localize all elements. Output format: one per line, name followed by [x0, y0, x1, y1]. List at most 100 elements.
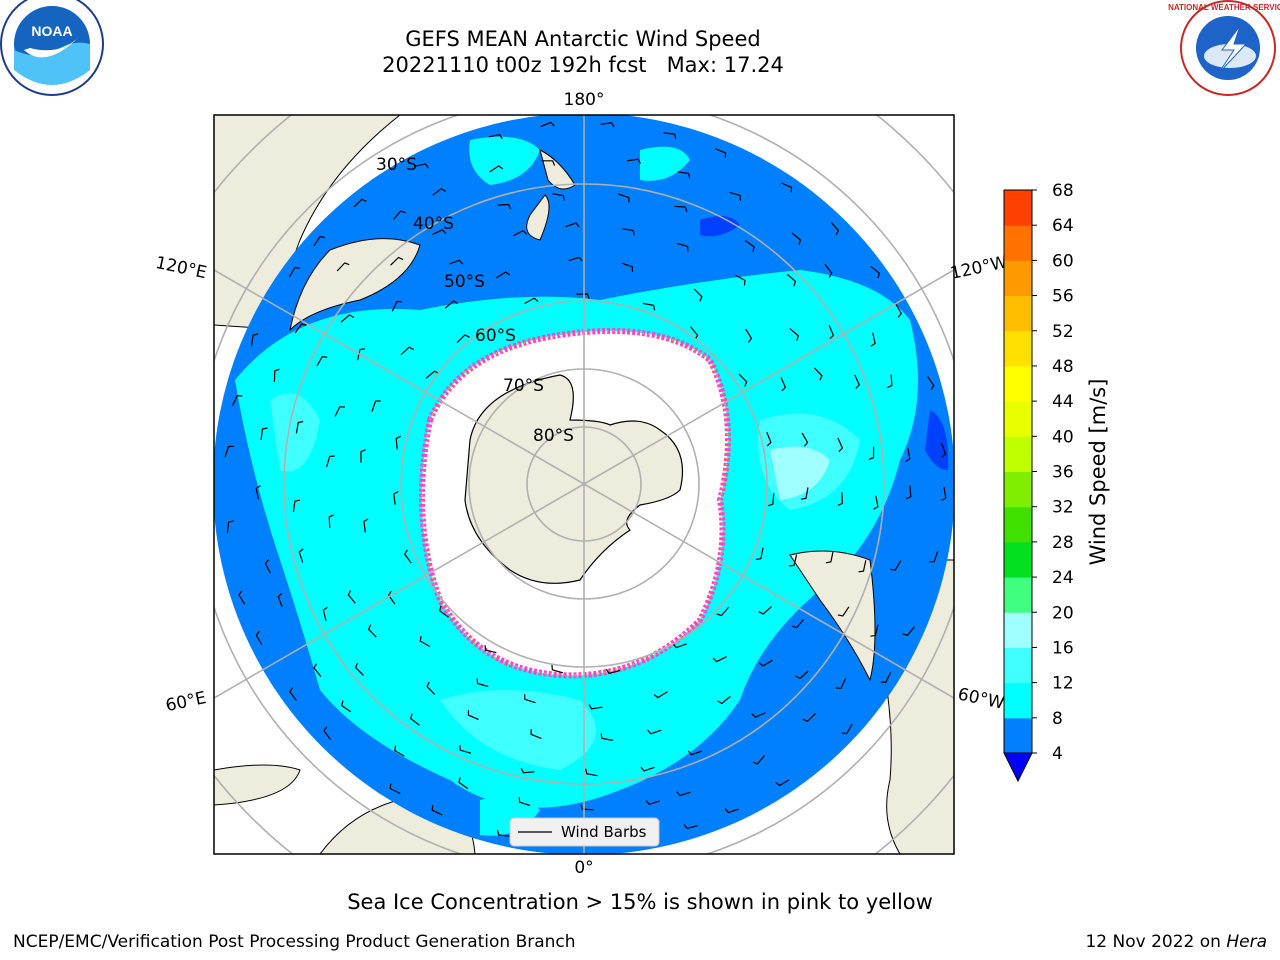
colorbar-tick-label: 16	[1052, 638, 1074, 658]
wind-barb	[288, 266, 300, 278]
wind-barb	[395, 435, 401, 450]
land-inside	[289, 149, 876, 682]
wind-barb	[835, 678, 847, 689]
colorbar-segment	[1004, 330, 1032, 367]
wind-barb	[336, 262, 350, 272]
wind-barb	[780, 377, 787, 392]
colorbar-segment	[1004, 295, 1032, 332]
wind-barb	[426, 681, 436, 695]
wind-barb	[841, 723, 853, 735]
antarctica	[464, 374, 684, 584]
footer-date: 12 Nov 2022 on Hera	[1085, 932, 1267, 952]
latitude-labels: 30°S 40°S 50°S 60°S 70°S 80°S	[376, 155, 574, 446]
wind-barb	[758, 606, 772, 615]
wind-barb	[802, 713, 816, 723]
wind-barb	[414, 163, 429, 169]
wind-barb	[238, 590, 246, 605]
wind-barb	[540, 121, 555, 128]
wind-barb	[497, 203, 512, 210]
wind-barb	[690, 326, 699, 340]
wind-barb	[618, 193, 630, 203]
colorbar-tick-label: 32	[1052, 498, 1074, 518]
wind-barb	[264, 559, 271, 574]
colorbar-tick-label: 28	[1052, 533, 1074, 553]
wind-barb	[858, 560, 867, 573]
wind-barb	[316, 355, 328, 367]
wind-barb	[403, 549, 412, 564]
wind-barb	[663, 132, 677, 140]
lon-label-60e: 60°E	[164, 688, 208, 716]
wind-barb	[791, 618, 805, 629]
lon-label-60w: 60°W	[956, 684, 1006, 713]
colorbar-tick-label: 56	[1052, 287, 1074, 307]
wind-barb	[313, 663, 322, 677]
wind-barb	[627, 158, 642, 164]
wind-barb	[927, 376, 935, 391]
wind-barb	[588, 704, 603, 710]
wind-barb	[676, 791, 691, 797]
wind-barb	[929, 551, 939, 563]
wind-barb	[837, 606, 850, 617]
wind-barb	[328, 514, 334, 528]
colorbar-segment	[1004, 225, 1032, 261]
colorbar-tick-label: 40	[1052, 427, 1074, 447]
colorbar-tick-label: 12	[1052, 674, 1074, 694]
lat-label-60s: 60°S	[475, 326, 516, 346]
wind-barb	[425, 370, 440, 379]
colorbar-under-extension	[1003, 752, 1033, 783]
wind-barb	[432, 187, 446, 196]
wind-barb	[568, 256, 583, 262]
wind-barb	[905, 448, 911, 463]
lat-label-80s: 80°S	[533, 426, 574, 446]
wind-barb	[393, 490, 399, 505]
wind-barb	[298, 548, 304, 563]
wind-barb	[390, 256, 404, 266]
wind-barb	[552, 193, 565, 201]
wind-barb	[645, 800, 660, 805]
colorbar-segment	[1004, 436, 1032, 472]
noaa-logo: NOAA	[0, 0, 104, 96]
colorbar-segment	[1004, 541, 1032, 578]
nws-logo-text: NATIONAL WEATHER SERVICE	[1168, 3, 1280, 12]
colorbar-segment	[1004, 365, 1032, 402]
wind-barb	[444, 300, 459, 309]
colorbar-segment	[1004, 471, 1032, 508]
wind-barb	[410, 713, 420, 726]
wind-barb	[476, 678, 489, 688]
wind-barb	[391, 300, 403, 312]
wind-barb	[647, 729, 662, 735]
map-legend: Wind Barbs	[509, 817, 660, 847]
wind-barb	[371, 400, 381, 412]
wind-barb	[880, 672, 892, 684]
wind-barb	[870, 624, 879, 637]
noaa-logo-text: NOAA	[31, 23, 72, 39]
wind-barb	[439, 605, 449, 618]
wind-barb	[232, 394, 243, 406]
colorbar-segment	[1004, 682, 1032, 719]
lon-label-120w: 120°W	[949, 252, 1010, 284]
colorbar-segment	[1004, 647, 1032, 684]
wind-barb	[735, 274, 746, 286]
colorbar-segment	[1004, 717, 1032, 754]
wind-barb	[295, 420, 304, 434]
wind-barb	[458, 777, 469, 790]
wind-barb	[394, 745, 405, 757]
wind-barb	[323, 726, 332, 741]
wind-barb	[393, 210, 406, 220]
wind-barb	[277, 592, 283, 608]
wind-barb	[752, 755, 766, 765]
colorbar-segment	[1004, 401, 1032, 437]
wind-barb	[565, 222, 580, 228]
wind-barb	[868, 446, 875, 460]
wind-barb	[530, 729, 542, 739]
wind-barb	[640, 766, 655, 772]
wind-barb	[674, 205, 688, 212]
wind-barb	[873, 495, 879, 510]
wind-barb	[758, 659, 773, 667]
lon-label-0: 0°	[574, 858, 593, 878]
wind-barb	[489, 165, 504, 173]
wind-barb	[677, 171, 691, 179]
wind-barb	[367, 624, 377, 638]
wind-barb	[260, 427, 268, 441]
